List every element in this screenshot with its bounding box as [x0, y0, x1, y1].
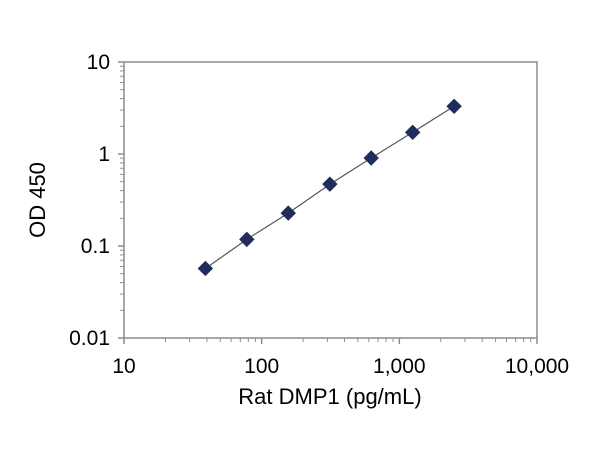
- data-point: [239, 231, 255, 248]
- data-point: [280, 205, 296, 221]
- y-tick-label: 10: [87, 51, 110, 74]
- y-tick-label: 0.1: [81, 235, 110, 258]
- x-tick-label: 1,000: [373, 355, 426, 378]
- y-axis-title: OD 450: [25, 162, 50, 238]
- x-axis-title: Rat DMP1 (pg/mL): [238, 384, 421, 409]
- data-point: [322, 176, 338, 192]
- x-axis: 10 100 1,000 10,000: [112, 338, 569, 378]
- data-point: [197, 260, 214, 277]
- y-tick-label: 0.01: [69, 327, 110, 350]
- x-tick-label: 10,000: [505, 355, 569, 378]
- minor-ticks: [120, 65, 532, 342]
- y-tick-label: 1: [98, 143, 110, 166]
- plot-frame: [123, 61, 538, 339]
- y-axis: 0.01 0.1 1 10: [69, 51, 124, 350]
- x-tick-label: 100: [244, 355, 279, 378]
- data-point: [446, 98, 462, 115]
- series-layer: [197, 98, 462, 277]
- data-point: [404, 124, 421, 141]
- data-point: [363, 150, 379, 166]
- x-tick-label: 10: [112, 355, 135, 378]
